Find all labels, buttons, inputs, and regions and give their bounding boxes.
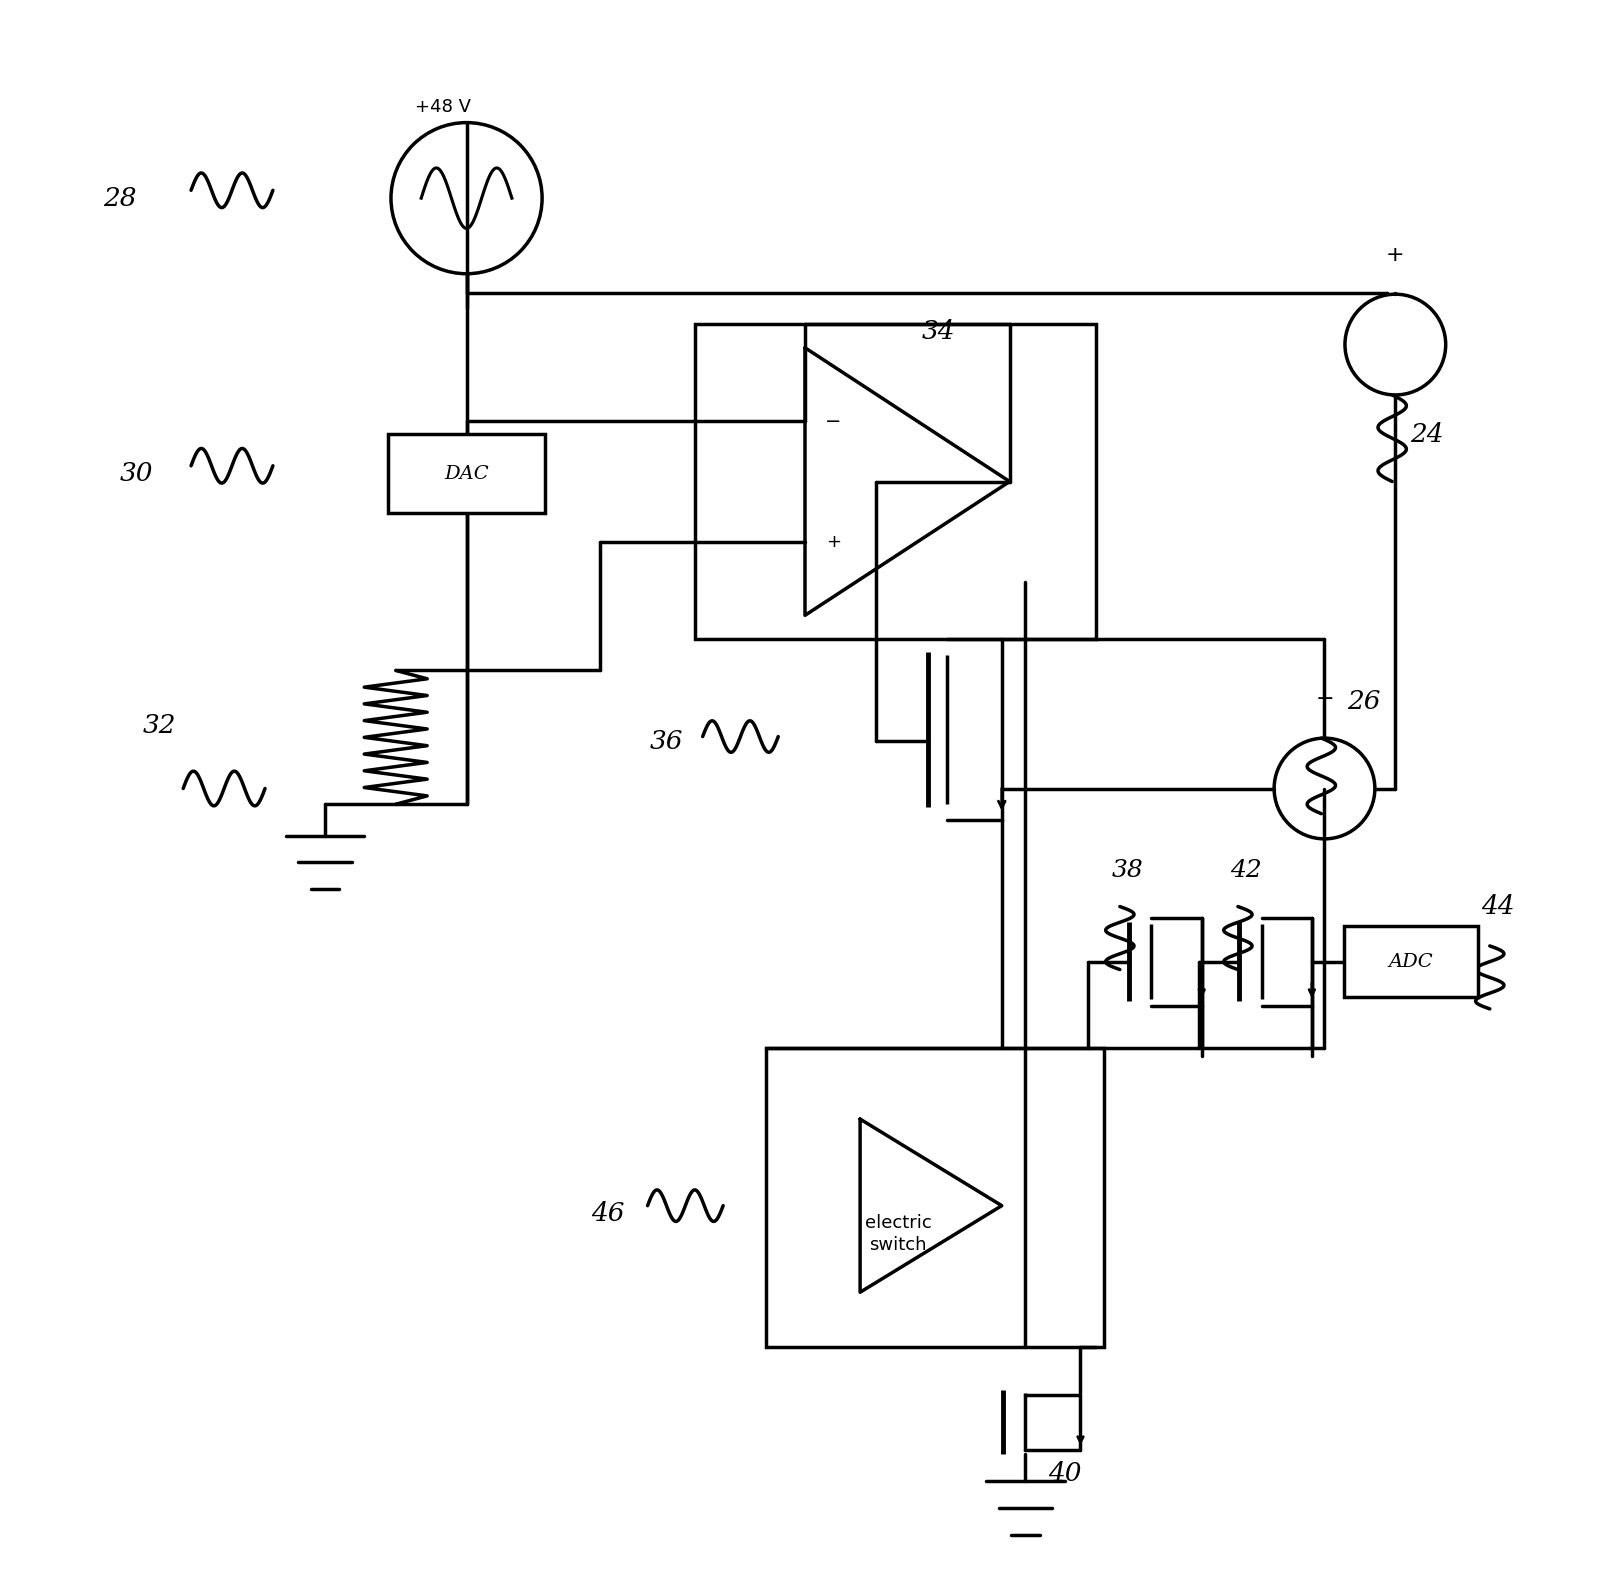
Text: 42: 42 (1230, 859, 1262, 882)
Text: 26: 26 (1348, 689, 1381, 714)
Text: 30: 30 (119, 460, 153, 486)
Text: 28: 28 (103, 186, 137, 211)
Text: 38: 38 (1113, 859, 1143, 882)
Text: −: − (826, 412, 842, 431)
Text: 44: 44 (1481, 894, 1515, 919)
Text: −: − (1315, 689, 1333, 708)
Text: 46: 46 (591, 1202, 625, 1225)
Text: 34: 34 (923, 320, 956, 344)
Text: 32: 32 (143, 713, 177, 738)
Text: DAC: DAC (444, 465, 489, 483)
Text: +: + (826, 533, 840, 550)
Bar (388, 434, 546, 513)
Bar (766, 1049, 1104, 1347)
Bar (1344, 926, 1478, 997)
Text: electric
switch: electric switch (865, 1214, 932, 1254)
Bar (696, 325, 1096, 639)
Text: ADC: ADC (1389, 953, 1433, 971)
Text: 40: 40 (1048, 1460, 1082, 1486)
Text: +48 V: +48 V (415, 98, 472, 115)
Text: 24: 24 (1410, 421, 1444, 446)
Text: 36: 36 (650, 729, 683, 754)
Text: +: + (1386, 244, 1404, 265)
